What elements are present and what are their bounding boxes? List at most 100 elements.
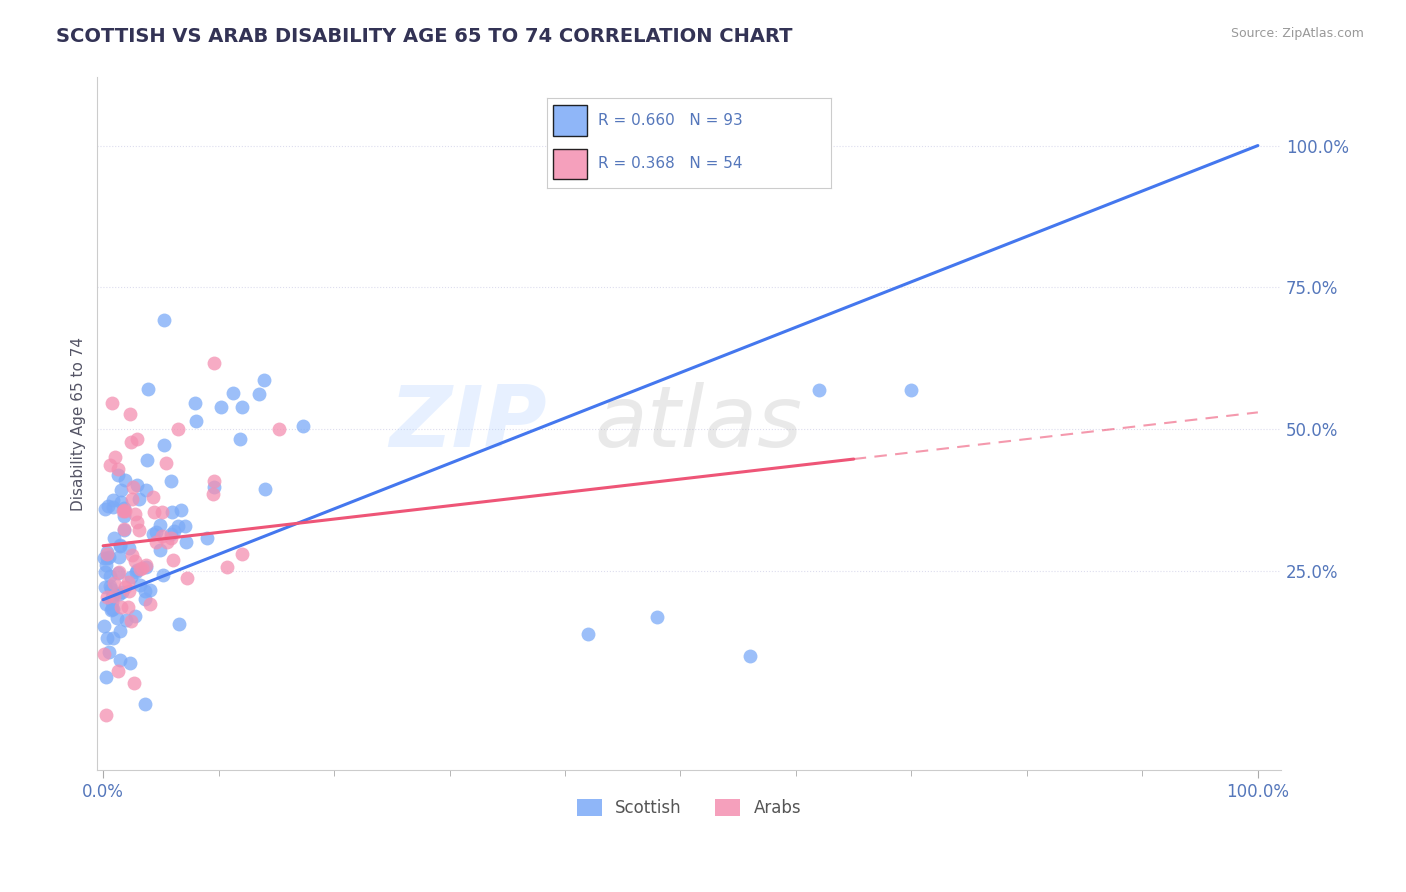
Point xyxy=(127,477,149,491)
Point xyxy=(153,313,176,327)
Point xyxy=(117,574,139,589)
Point xyxy=(173,519,195,533)
Point xyxy=(114,504,136,518)
Point xyxy=(110,483,132,498)
Point xyxy=(149,542,172,557)
Point xyxy=(202,480,225,494)
Point xyxy=(135,483,157,497)
Point xyxy=(152,437,174,451)
Point xyxy=(125,566,148,580)
Point xyxy=(128,492,150,507)
Point xyxy=(108,587,131,601)
Point xyxy=(108,538,131,552)
Point xyxy=(107,665,129,679)
Point xyxy=(121,492,143,507)
Point xyxy=(184,413,207,427)
Point xyxy=(101,602,124,616)
Point xyxy=(98,458,121,473)
Point xyxy=(112,501,135,516)
Point xyxy=(176,571,198,585)
Point xyxy=(134,558,156,573)
Point xyxy=(93,619,115,633)
Point xyxy=(118,408,141,422)
Point xyxy=(117,600,139,615)
Point xyxy=(101,602,124,616)
Point xyxy=(145,535,167,549)
Point xyxy=(269,422,291,436)
Point xyxy=(94,501,117,516)
Point xyxy=(103,575,125,590)
Point xyxy=(96,547,118,561)
Point xyxy=(110,599,132,614)
Point xyxy=(134,583,156,598)
Point xyxy=(163,524,186,539)
Point xyxy=(114,503,136,517)
Point xyxy=(105,611,128,625)
Point xyxy=(647,609,669,624)
Text: atlas: atlas xyxy=(595,382,803,466)
Point xyxy=(156,534,179,549)
Point xyxy=(167,519,190,533)
Y-axis label: Disability Age 65 to 74: Disability Age 65 to 74 xyxy=(72,336,86,511)
Point xyxy=(96,708,118,723)
Point xyxy=(253,373,276,387)
Point xyxy=(108,550,131,565)
Point xyxy=(97,499,120,513)
Point xyxy=(107,566,129,580)
Point xyxy=(142,490,165,504)
Point xyxy=(114,580,136,594)
Point xyxy=(120,434,142,449)
Point xyxy=(184,395,207,409)
Point xyxy=(127,515,149,529)
Point xyxy=(103,531,125,545)
Point xyxy=(97,549,120,564)
Point xyxy=(103,493,125,508)
Point xyxy=(96,597,118,611)
Point xyxy=(135,559,157,574)
Point xyxy=(142,527,165,541)
Point xyxy=(101,395,124,409)
Point xyxy=(100,602,122,616)
Point xyxy=(152,568,174,582)
Point xyxy=(221,385,243,400)
Point xyxy=(195,531,218,545)
Point xyxy=(170,503,193,517)
Point xyxy=(124,609,146,624)
Point xyxy=(174,535,197,549)
Point xyxy=(100,582,122,597)
Point xyxy=(202,474,225,488)
Point xyxy=(94,565,117,579)
Point xyxy=(160,527,183,541)
Point xyxy=(101,590,124,604)
Point xyxy=(112,523,135,537)
Point xyxy=(139,583,162,598)
Point xyxy=(135,453,157,467)
Point xyxy=(96,558,118,572)
Point xyxy=(122,480,145,494)
Point xyxy=(209,400,232,414)
Point xyxy=(124,508,146,522)
Point xyxy=(120,569,142,583)
Point xyxy=(201,487,224,501)
Point xyxy=(136,382,159,396)
Point xyxy=(120,614,142,628)
Point xyxy=(229,432,252,446)
Point xyxy=(167,422,190,436)
Legend: Scottish, Arabs: Scottish, Arabs xyxy=(571,792,808,824)
Point xyxy=(160,474,183,488)
Point xyxy=(128,561,150,575)
Text: Source: ZipAtlas.com: Source: ZipAtlas.com xyxy=(1230,27,1364,40)
Point xyxy=(160,505,183,519)
Point xyxy=(100,595,122,609)
Point xyxy=(128,523,150,537)
Point xyxy=(808,383,831,397)
Point xyxy=(231,400,253,414)
Point xyxy=(98,579,121,593)
Point xyxy=(112,523,135,537)
Point xyxy=(124,554,146,568)
Point xyxy=(115,613,138,627)
Point xyxy=(900,383,922,397)
Point xyxy=(152,505,174,519)
Point xyxy=(108,624,131,639)
Point xyxy=(108,565,131,579)
